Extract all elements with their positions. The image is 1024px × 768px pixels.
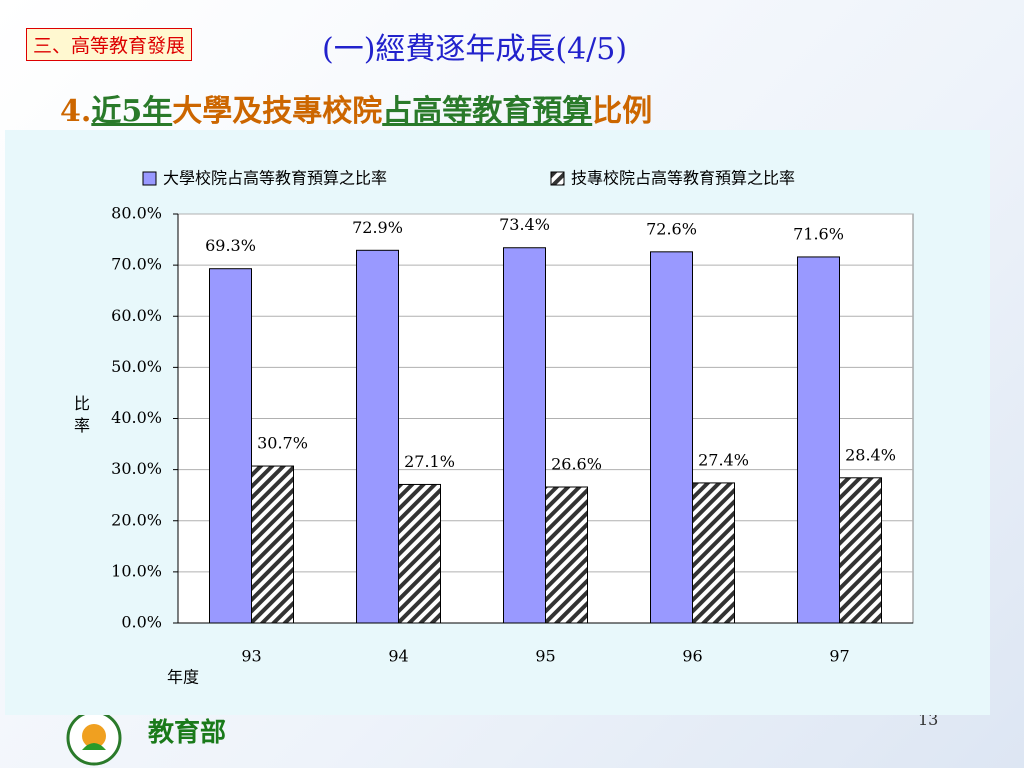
bar [503, 247, 546, 624]
slide-subtitle: 4.近5年大學及技專校院占高等教育預算比例 [60, 86, 652, 130]
value-label: 69.3% [205, 236, 256, 255]
logo-text: 教育部 [148, 718, 227, 748]
value-label: 73.4% [499, 215, 550, 234]
subtitle-part: 4. [60, 94, 92, 129]
bar [356, 249, 399, 624]
bar [398, 483, 441, 624]
value-label: 72.6% [646, 219, 697, 238]
bar [251, 465, 294, 624]
subtitle-part: 近5年 [91, 94, 173, 129]
y-tick-label: 50.0% [111, 357, 162, 376]
y-tick-label: 40.0% [111, 408, 162, 427]
bar [545, 486, 588, 624]
value-label: 71.6% [793, 224, 844, 243]
value-label: 26.6% [551, 455, 602, 474]
x-tick-label: 93 [241, 647, 261, 666]
x-tick-label: 95 [535, 647, 555, 666]
x-tick-label: 96 [682, 647, 702, 666]
legend-swatch [142, 171, 157, 186]
y-tick-label: 20.0% [111, 510, 162, 529]
subtitle-part: 大學及技專校院 [172, 94, 383, 129]
y-tick-label: 80.0% [111, 204, 162, 223]
value-label: 27.1% [404, 452, 455, 471]
y-axis-label: 比率 [71, 395, 90, 439]
bar [209, 268, 252, 624]
bar [839, 477, 882, 624]
x-tick-label: 94 [388, 647, 408, 666]
y-tick-label: 70.0% [111, 255, 162, 274]
value-label: 30.7% [257, 434, 308, 453]
subtitle-part: 占高等教育預算 [382, 94, 593, 129]
value-label: 28.4% [845, 445, 896, 464]
bar [650, 251, 693, 624]
y-tick-label: 30.0% [111, 459, 162, 478]
section-tag: 三、高等教育發展 [26, 28, 193, 61]
value-label: 72.9% [352, 218, 403, 237]
y-tick-label: 10.0% [111, 561, 162, 580]
bar [797, 256, 840, 624]
legend-label: 技專校院占高等教育預算之比率 [571, 169, 795, 188]
y-tick-label: 60.0% [111, 306, 162, 325]
legend-swatch [550, 171, 565, 186]
y-tick-label: 0.0% [121, 613, 162, 632]
x-axis-label: 年度 [167, 668, 199, 687]
subtitle-part: 比例 [592, 94, 653, 129]
slide-title: (一)經費逐年成長(4/5) [322, 32, 628, 67]
value-label: 27.4% [698, 450, 749, 469]
legend-label: 大學校院占高等教育預算之比率 [163, 169, 387, 188]
x-tick-label: 97 [829, 647, 849, 666]
bar [692, 482, 735, 624]
